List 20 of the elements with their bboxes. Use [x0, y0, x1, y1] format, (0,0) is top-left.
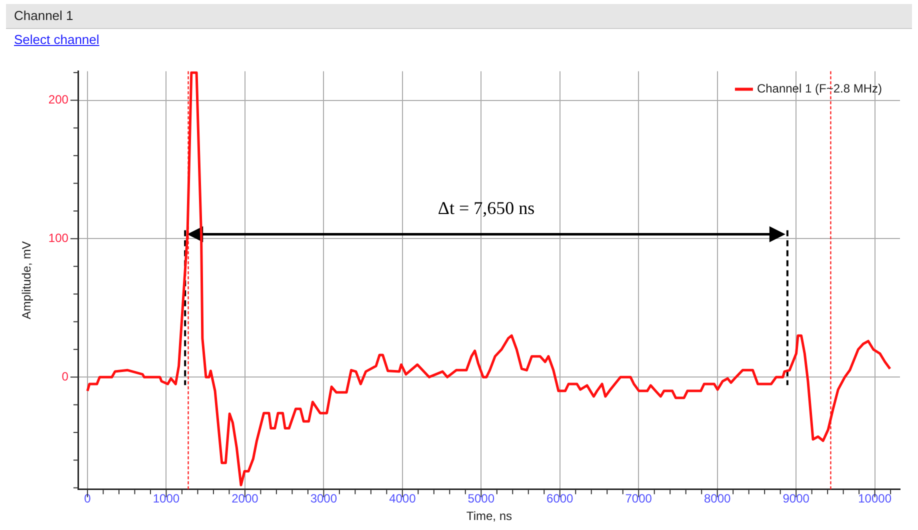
y-axis-title: Amplitude, mV	[20, 241, 34, 320]
x-tick-label: 0	[84, 492, 92, 506]
annotation: Δt = 7,650 ns	[438, 198, 535, 218]
legend-label: Channel 1 (F~2.8 MHz)	[756, 82, 882, 96]
x-tick-label: 5000	[468, 492, 495, 506]
chart-title: Channel 1	[14, 8, 74, 23]
x-tick-label: 9000	[782, 492, 810, 506]
x-tick-label: 6000	[546, 492, 574, 506]
x-axis-title: Time, ns	[466, 509, 512, 524]
x-tick-label: 3000	[310, 492, 338, 506]
x-tick-label: 1000	[152, 492, 180, 506]
x-tick-label: 4000	[389, 492, 416, 506]
y-tick-label: 200	[48, 92, 69, 107]
y-tick-label: 0	[62, 369, 69, 384]
x-tick-label: 8000	[704, 492, 732, 506]
y-tick-label: 100	[48, 230, 69, 245]
x-tick-label: 7000	[625, 492, 652, 506]
x-tick-label: 2000	[232, 492, 259, 506]
x-tick-label: 10000	[858, 492, 892, 506]
chart-subtitle: Select channel	[14, 32, 100, 47]
